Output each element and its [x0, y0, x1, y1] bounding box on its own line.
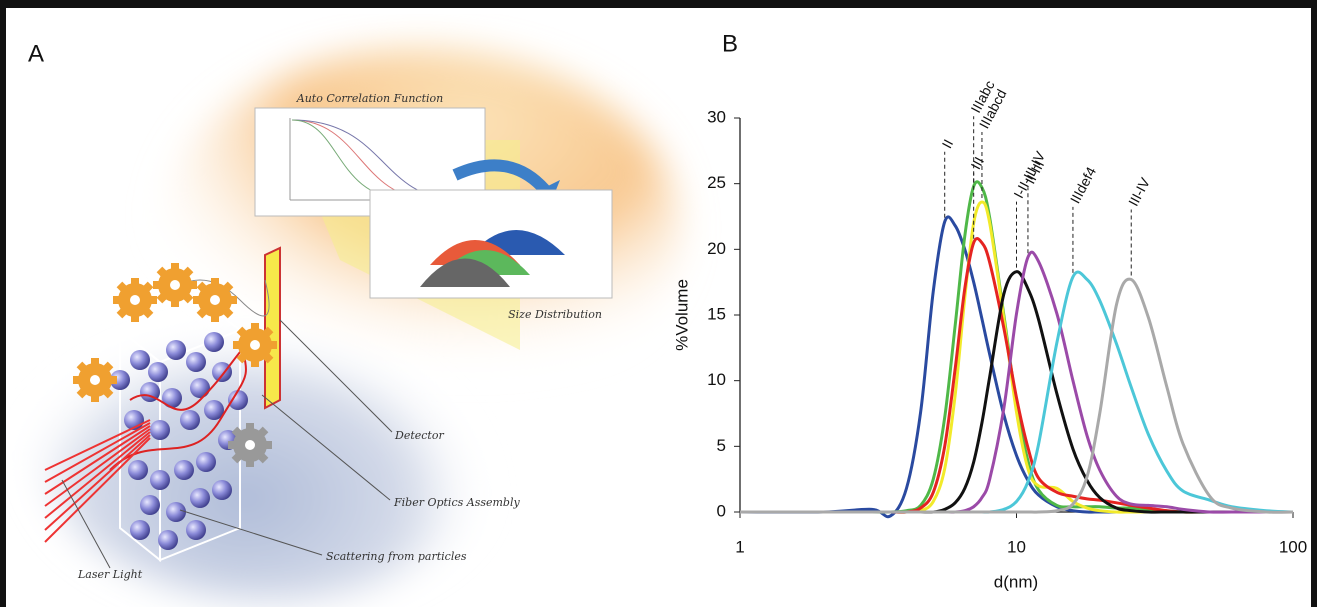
gear-tooth	[246, 423, 254, 431]
particle	[180, 410, 200, 430]
peak-label: III	[967, 154, 987, 172]
series-line	[739, 215, 1293, 519]
particle	[196, 452, 216, 472]
particle	[158, 530, 178, 550]
particle	[190, 488, 210, 508]
scatter-path	[109, 339, 247, 471]
gear-tooth	[91, 394, 99, 402]
y-tick-label: 25	[707, 173, 726, 192]
leader	[179, 509, 323, 556]
gear-tooth	[171, 263, 179, 271]
gear	[228, 423, 272, 467]
scatter-path	[129, 329, 261, 411]
card-peak	[420, 258, 510, 287]
x-tick-label: 1	[735, 537, 744, 556]
gear-tooth	[211, 314, 219, 322]
particle	[128, 460, 148, 480]
ill-label: Detector	[394, 429, 444, 442]
particle	[166, 502, 186, 522]
y-tick-label: 20	[707, 239, 726, 258]
gear-hub	[210, 295, 220, 305]
y-tick-label: 30	[707, 107, 726, 126]
gear-tooth	[251, 323, 259, 331]
gear-hub	[90, 375, 100, 385]
y-tick-label: 15	[707, 304, 726, 323]
series-line	[739, 237, 1293, 514]
gear	[233, 323, 277, 367]
laser-ray	[44, 437, 151, 543]
gear-hub	[130, 295, 140, 305]
gear-tooth	[211, 278, 219, 286]
leader	[279, 319, 393, 433]
particle	[166, 340, 186, 360]
particle	[190, 378, 210, 398]
frame-right	[1311, 0, 1317, 607]
peak-label: III-IV	[1125, 174, 1153, 208]
particle	[212, 362, 232, 382]
ill-label: Auto Correlation Function	[296, 92, 443, 105]
leader	[61, 479, 111, 569]
particle	[204, 332, 224, 352]
particle	[174, 460, 194, 480]
gear	[193, 278, 237, 322]
y-tick-label: 10	[707, 370, 726, 389]
arrow	[452, 159, 550, 195]
series-line	[739, 250, 1293, 514]
ill-label: Fiber Optics Assembly	[393, 496, 520, 509]
y-axis-title: %Volume	[672, 279, 691, 351]
laser-ray	[44, 434, 151, 531]
x-axis-title: d(nm)	[994, 572, 1038, 591]
particle	[204, 400, 224, 420]
particle	[212, 480, 232, 500]
frame-top	[0, 0, 1317, 8]
particle	[140, 495, 160, 515]
particle	[186, 520, 206, 540]
laser-ray	[44, 425, 151, 495]
particle	[150, 470, 170, 490]
peak-label: IIIdef4	[1067, 164, 1099, 206]
gear	[113, 278, 157, 322]
particle	[162, 388, 182, 408]
x-tick-label: 100	[1279, 537, 1307, 556]
particle	[228, 390, 248, 410]
particle	[186, 352, 206, 372]
ill-label: Laser Light	[77, 568, 143, 581]
frame-left	[0, 0, 6, 607]
gear-tooth	[91, 358, 99, 366]
panel-label: A	[28, 40, 44, 67]
gear	[73, 358, 117, 402]
laser-ray	[44, 422, 151, 483]
peak-label: II	[939, 137, 957, 151]
particle	[148, 362, 168, 382]
particle	[130, 350, 150, 370]
laser-ray	[44, 419, 151, 471]
leader	[261, 394, 391, 501]
series-line	[739, 277, 1294, 514]
laser-ray	[44, 431, 151, 519]
gear-tooth	[131, 278, 139, 286]
x-tick-label: 10	[1007, 537, 1026, 556]
gear-tooth	[251, 359, 259, 367]
ill-label: Scattering from particles	[326, 550, 467, 563]
y-tick-label: 5	[717, 436, 726, 455]
ill-label: Size Distribution	[508, 308, 602, 321]
series-line	[739, 200, 1293, 514]
gear-tooth	[131, 314, 139, 322]
particle	[150, 420, 170, 440]
gear	[153, 263, 197, 307]
illustration: Auto Correlation Function Size Distribut…	[30, 50, 680, 600]
particle	[130, 520, 150, 540]
panel-label: B	[722, 30, 738, 57]
gear-hub	[250, 340, 260, 350]
gear-hub	[245, 440, 255, 450]
particle	[110, 370, 130, 390]
y-tick-label: 0	[717, 501, 726, 520]
gear-tooth	[171, 299, 179, 307]
gear-hub	[170, 280, 180, 290]
gear-tooth	[246, 459, 254, 467]
laser-ray	[44, 428, 151, 507]
